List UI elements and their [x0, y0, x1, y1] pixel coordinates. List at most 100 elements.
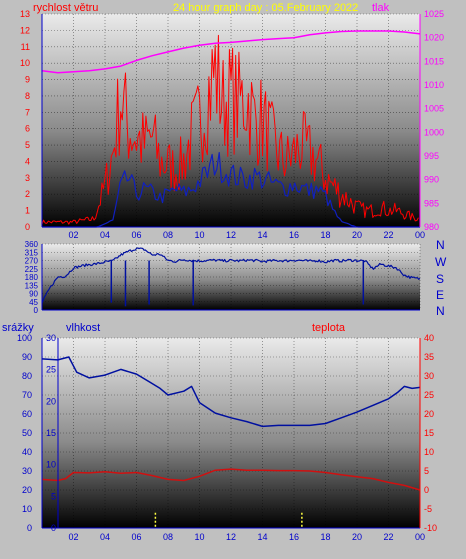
x-tick-label: 12	[226, 532, 236, 542]
x-tick-label: 22	[383, 532, 393, 542]
compass-n-bottom: N	[436, 304, 445, 318]
compass-s: S	[436, 272, 444, 286]
direction-y-tick: 90	[29, 290, 38, 299]
x-tick-label: 06	[131, 230, 141, 240]
temperature-y-tick: 15	[424, 428, 434, 438]
wind-label: rychlost větru	[33, 2, 98, 14]
pressure-label: tlak	[372, 2, 390, 14]
wind-y-tick: 5	[25, 140, 30, 150]
pressure-y-tick: 1000	[424, 127, 444, 137]
temperature-y-tick: 30	[424, 371, 434, 381]
pressure-y-tick: 995	[424, 151, 439, 161]
humidity-label: vlhkost	[66, 322, 100, 334]
direction-y-tick: 270	[25, 257, 39, 266]
wind-y-tick: 3	[25, 173, 30, 183]
x-tick-label: 00	[415, 532, 425, 542]
wind-y-tick: 4	[25, 156, 30, 166]
pressure-y-tick: 1010	[424, 80, 444, 90]
direction-y-tick: 135	[25, 281, 39, 290]
temperature-y-tick: 0	[424, 485, 429, 495]
direction-y-tick: 0	[34, 306, 39, 315]
direction-y-tick: 360	[25, 240, 39, 249]
rain-y-tick: 90	[22, 352, 32, 362]
rain-y-tick: 10	[22, 504, 32, 514]
wind-y-tick: 11	[21, 42, 30, 52]
rain-y-tick: 100	[17, 333, 32, 343]
rain-y-tick: 80	[22, 371, 32, 381]
direction-y-tick: 180	[25, 273, 39, 282]
wind-y-tick: 0	[25, 222, 30, 232]
pressure-y-tick: 1020	[424, 33, 444, 43]
pressure-line	[41, 30, 421, 74]
wind-y-tick: 12	[20, 25, 30, 35]
rain-label: srážky	[2, 322, 34, 334]
humidity-y-tick: 5	[51, 491, 56, 501]
x-tick-label: 04	[100, 532, 110, 542]
wind-y-tick: 6	[25, 124, 30, 134]
x-tick-label: 04	[100, 230, 110, 240]
x-tick-label: 20	[352, 532, 362, 542]
x-tick-label: 08	[163, 532, 173, 542]
humidity-y-tick: 20	[46, 396, 56, 406]
x-tick-label: 18	[320, 230, 330, 240]
rain-y-tick: 40	[22, 447, 32, 457]
direction-y-tick: 225	[25, 265, 39, 274]
pressure-y-tick: 990	[424, 175, 439, 185]
direction-y-tick: 45	[29, 298, 38, 307]
x-tick-label: 10	[194, 532, 204, 542]
wind-y-tick: 8	[25, 91, 30, 101]
pressure-y-tick: 985	[424, 198, 439, 208]
temperature-y-tick: 10	[424, 447, 434, 457]
x-tick-label: 12	[226, 230, 236, 240]
rain-y-tick: 70	[22, 390, 32, 400]
rain-y-tick: 20	[22, 485, 32, 495]
temperature-y-tick: -10	[424, 523, 437, 533]
temperature-y-tick: 35	[424, 352, 434, 362]
x-tick-label: 06	[131, 532, 141, 542]
x-tick-label: 22	[383, 230, 393, 240]
humidity-y-tick: 15	[46, 428, 56, 438]
x-tick-label: 14	[257, 230, 267, 240]
compass-n-top: N	[436, 238, 445, 252]
temperature-label: teplota	[312, 322, 346, 334]
rain-y-tick: 60	[22, 409, 32, 419]
gust-line	[41, 34, 419, 225]
wind-y-tick: 13	[20, 9, 30, 19]
pressure-y-tick: 980	[424, 222, 439, 232]
humidity-y-tick: 10	[46, 460, 56, 470]
wind-y-tick: 9	[25, 75, 30, 85]
x-tick-label: 16	[289, 532, 299, 542]
x-tick-label: 10	[194, 230, 204, 240]
temperature-y-tick: 5	[424, 466, 429, 476]
wind-y-tick: 7	[25, 107, 30, 117]
x-tick-label: 00	[415, 230, 425, 240]
rain-y-tick: 50	[22, 428, 32, 438]
humidity-line	[41, 356, 421, 428]
temperature-y-tick: 20	[424, 409, 434, 419]
wind-y-tick: 1	[25, 206, 30, 216]
pressure-y-tick: 1025	[424, 9, 444, 19]
pressure-y-tick: 1015	[424, 56, 444, 66]
rain-y-tick: 0	[27, 523, 32, 533]
compass-e: E	[436, 288, 444, 302]
wind-y-tick: 10	[20, 58, 30, 68]
wind-panel-bg	[42, 14, 420, 227]
x-tick-label: 02	[68, 532, 78, 542]
temperature-y-tick: 40	[424, 333, 434, 343]
humidity-y-tick: 0	[51, 523, 56, 533]
humidity-y-tick: 25	[46, 365, 56, 375]
temperature-line	[41, 468, 421, 491]
x-tick-label: 08	[163, 230, 173, 240]
humidity-y-tick: 30	[46, 333, 56, 343]
temperature-y-tick: 25	[424, 390, 434, 400]
chart-title: 24 hour graph day : 05.February 2022	[173, 2, 358, 14]
wind-y-tick: 2	[25, 189, 30, 199]
temperature-y-tick: -5	[424, 504, 432, 514]
x-tick-label: 18	[320, 532, 330, 542]
x-tick-label: 20	[352, 230, 362, 240]
x-tick-label: 14	[257, 532, 267, 542]
x-tick-label: 02	[68, 230, 78, 240]
x-tick-label: 16	[289, 230, 299, 240]
